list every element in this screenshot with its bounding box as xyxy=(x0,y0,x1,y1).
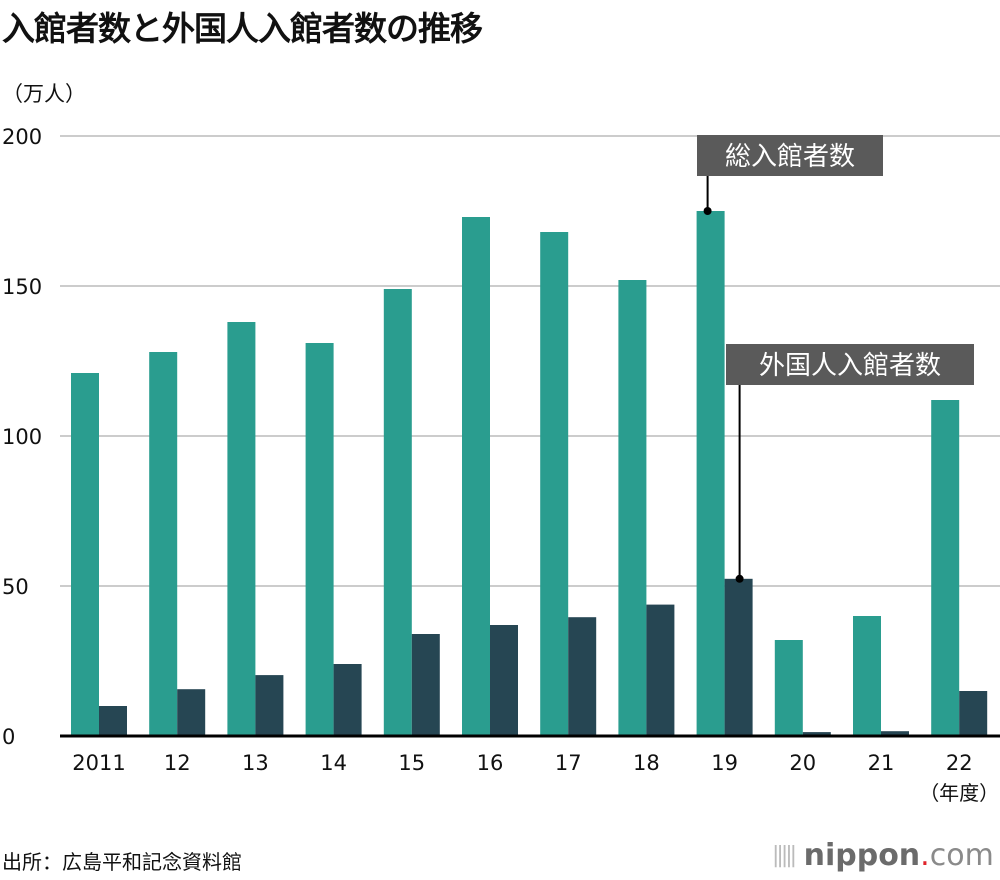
y-tick-label: 200 xyxy=(2,125,42,149)
bar-foreign-20 xyxy=(802,732,831,736)
bar-foreign-19 xyxy=(724,578,753,736)
bar-total-18 xyxy=(618,280,647,736)
y-tick-label: 150 xyxy=(2,275,42,299)
nippon-logo: ||||| nippon.com xyxy=(772,838,994,873)
logo-text: nippon xyxy=(803,838,921,873)
bar-total-2011 xyxy=(71,373,99,736)
x-tick-label: 21 xyxy=(868,751,895,775)
y-tick-label: 100 xyxy=(2,425,42,449)
x-tick-label: 22 xyxy=(946,751,973,775)
source-note: 出所：広島平和記念資料館 xyxy=(2,850,242,874)
x-tick-label: 14 xyxy=(320,751,347,775)
logo-equalizer-icon: ||||| xyxy=(772,843,797,868)
bar-foreign-13 xyxy=(255,675,284,736)
bar-total-12 xyxy=(149,352,178,736)
x-tick-label: 18 xyxy=(633,751,660,775)
bar-total-17 xyxy=(540,232,569,736)
bar-foreign-17 xyxy=(568,617,597,736)
bar-foreign-16 xyxy=(490,625,518,736)
x-tick-label: 15 xyxy=(398,751,425,775)
annotation-dot xyxy=(703,207,712,215)
x-axis-unit-label: （年度） xyxy=(919,781,999,805)
bar-total-16 xyxy=(462,217,490,736)
x-tick-label: 16 xyxy=(477,751,504,775)
bar-foreign-18 xyxy=(646,604,675,736)
bar-total-19 xyxy=(696,211,725,736)
x-tick-label: 13 xyxy=(242,751,269,775)
bar-foreign-14 xyxy=(333,664,362,736)
bar-total-20 xyxy=(774,640,803,736)
bar-total-14 xyxy=(305,343,334,736)
annotation-dot xyxy=(735,574,744,583)
bar-total-22 xyxy=(931,400,960,736)
bar-foreign-15 xyxy=(411,634,440,736)
x-tick-label: 12 xyxy=(164,751,191,775)
x-tick-label: 17 xyxy=(555,751,582,775)
bar-foreign-2011 xyxy=(99,706,127,736)
annotation-label: 外国人入館者数 xyxy=(759,351,941,381)
bar-total-13 xyxy=(227,322,256,736)
x-tick-label: 19 xyxy=(711,751,738,775)
y-axis-unit-label: （万人） xyxy=(2,82,86,106)
bar-foreign-12 xyxy=(177,689,206,736)
annotation-label: 総入館者数 xyxy=(725,142,855,172)
bar-total-15 xyxy=(383,289,412,736)
annotation-box xyxy=(697,135,883,176)
x-tick-label: 2011 xyxy=(72,751,125,775)
bar-foreign-22 xyxy=(959,691,988,736)
logo-dot: . xyxy=(920,838,930,873)
bar-total-21 xyxy=(853,616,881,736)
logo-suffix: com xyxy=(929,838,994,873)
x-tick-label: 20 xyxy=(789,751,816,775)
y-tick-label: 50 xyxy=(2,575,29,599)
y-tick-label: 0 xyxy=(2,725,15,749)
annotation-box xyxy=(726,344,974,385)
bar-foreign-21 xyxy=(881,731,909,736)
chart-title: 入館者数と外国人入館者数の推移 xyxy=(2,9,483,48)
